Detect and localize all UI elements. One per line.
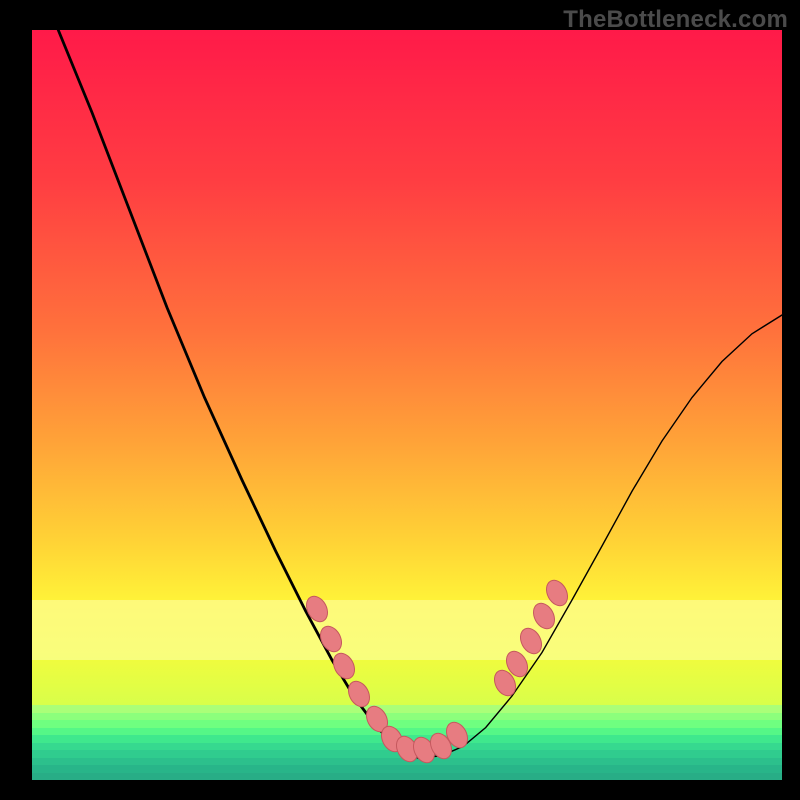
curve-path	[58, 30, 418, 758]
watermark-text: TheBottleneck.com	[563, 6, 788, 34]
curve-svg	[32, 30, 782, 780]
chart-frame: TheBottleneck.com	[0, 0, 800, 800]
plot-area	[32, 30, 782, 780]
curve-path	[418, 315, 782, 758]
